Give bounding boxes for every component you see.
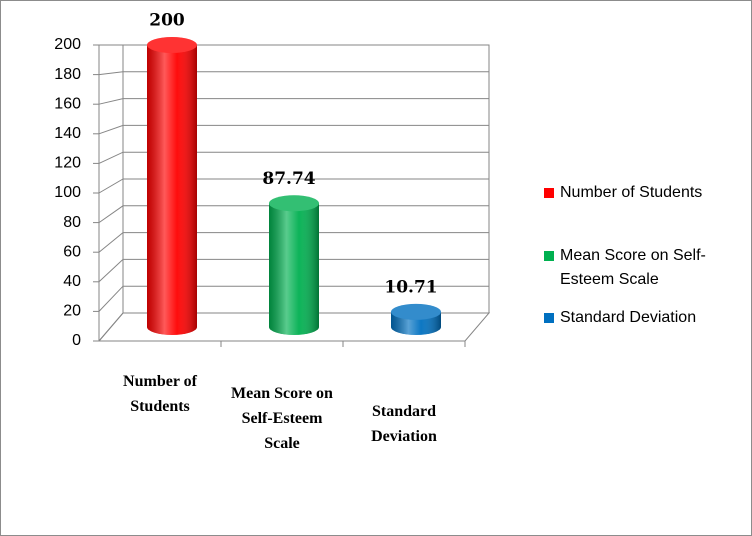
grid-line: [98, 98, 489, 105]
y-tick-label: 80: [63, 214, 81, 231]
legend-swatch: [544, 188, 554, 198]
y-tick-label: 120: [54, 155, 81, 172]
grid-line: [98, 71, 489, 76]
y-tick-label: 100: [54, 184, 81, 201]
legend-label: Standard Deviation: [560, 309, 697, 326]
bar-top-shade: [269, 195, 319, 212]
y-tick-label: 0: [72, 332, 81, 349]
data-label: 87.74: [262, 169, 315, 189]
bar-shade: [269, 203, 319, 335]
y-tick-label: 60: [63, 243, 81, 260]
grid-line: [98, 178, 489, 194]
x-tick-label: Standard Deviation: [371, 403, 437, 445]
legend-entry: Standard Deviation: [544, 306, 730, 330]
grid-line: [98, 124, 489, 135]
data-label: 10.71: [384, 277, 437, 297]
bar-top: [391, 303, 441, 320]
grid-line: [98, 232, 489, 253]
x-tick-label: Number of Students: [123, 373, 197, 415]
bar-top-shade: [391, 303, 441, 320]
legend-swatch: [544, 313, 554, 323]
grid-line: [98, 285, 489, 312]
y-tick-label: 40: [63, 273, 81, 290]
legend-label: Mean Score on Self-Esteem Scale: [560, 247, 706, 288]
y-tick-label: 20: [63, 303, 81, 320]
legend-entry: Number of Students: [544, 181, 730, 205]
legend-entry: Mean Score on Self-Esteem Scale: [544, 244, 730, 292]
grid-line: [98, 151, 489, 164]
bar-top: [269, 195, 319, 212]
bar-top: [147, 37, 197, 53]
legend-swatch: [544, 251, 554, 261]
bar-top-shade: [147, 37, 197, 53]
y-tick-label: 200: [54, 36, 81, 53]
grid-line: [98, 312, 489, 342]
grid-line: [98, 205, 489, 224]
y-tick-label: 160: [54, 95, 81, 112]
data-label: 200: [149, 11, 185, 31]
y-tick-label: 180: [54, 66, 81, 83]
bar-shade: [147, 45, 197, 335]
x-tick-label: Mean Score on Self-Esteem Scale: [231, 385, 333, 452]
grid-line: [98, 258, 489, 283]
y-tick-label: 140: [54, 125, 81, 142]
legend-label: Number of Students: [560, 184, 703, 201]
